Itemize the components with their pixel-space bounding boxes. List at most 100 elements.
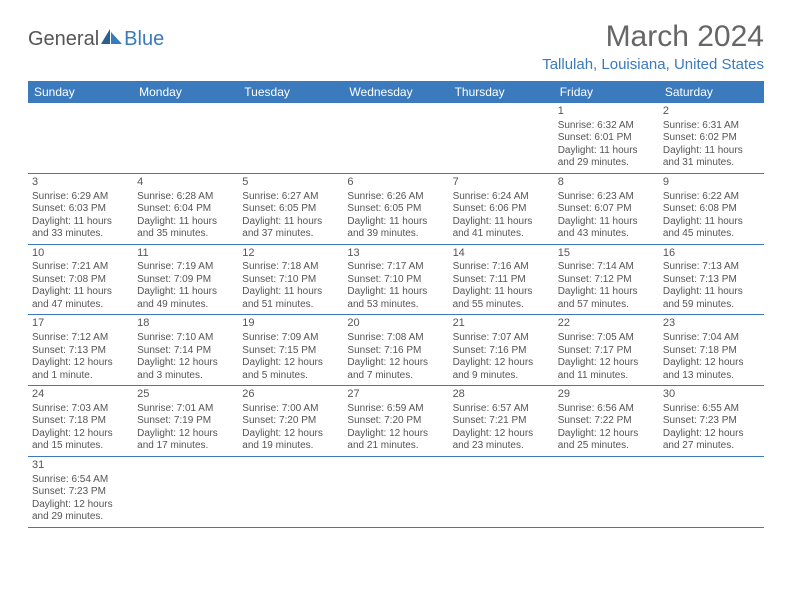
daylight-line-2: and 57 minutes. bbox=[558, 299, 655, 312]
title-block: March 2024 Tallulah, Louisiana, United S… bbox=[542, 20, 764, 73]
sunset-line: Sunset: 7:10 PM bbox=[347, 274, 444, 287]
sunset-line: Sunset: 7:14 PM bbox=[137, 345, 234, 358]
daylight-line-1: Daylight: 12 hours bbox=[242, 428, 339, 441]
day-number: 25 bbox=[137, 388, 234, 402]
calendar-cell: 23Sunrise: 7:04 AMSunset: 7:18 PMDayligh… bbox=[659, 315, 764, 386]
day-number: 9 bbox=[663, 176, 760, 190]
sunrise-line: Sunrise: 7:16 AM bbox=[453, 261, 550, 274]
sunset-line: Sunset: 7:16 PM bbox=[347, 345, 444, 358]
day-header: Saturday bbox=[659, 81, 764, 103]
sunrise-line: Sunrise: 6:55 AM bbox=[663, 403, 760, 416]
sunrise-line: Sunrise: 7:10 AM bbox=[137, 332, 234, 345]
daylight-line-2: and 53 minutes. bbox=[347, 299, 444, 312]
sunset-line: Sunset: 6:08 PM bbox=[663, 203, 760, 216]
calendar-cell: 19Sunrise: 7:09 AMSunset: 7:15 PMDayligh… bbox=[238, 315, 343, 386]
calendar-cell bbox=[238, 103, 343, 173]
day-number: 5 bbox=[242, 176, 339, 190]
day-number: 17 bbox=[32, 317, 129, 331]
daylight-line-1: Daylight: 11 hours bbox=[32, 286, 129, 299]
day-number: 21 bbox=[453, 317, 550, 331]
day-number: 28 bbox=[453, 388, 550, 402]
calendar-cell: 20Sunrise: 7:08 AMSunset: 7:16 PMDayligh… bbox=[343, 315, 448, 386]
daylight-line-2: and 17 minutes. bbox=[137, 440, 234, 453]
daylight-line-2: and 31 minutes. bbox=[663, 157, 760, 170]
day-number: 22 bbox=[558, 317, 655, 331]
sunset-line: Sunset: 7:16 PM bbox=[453, 345, 550, 358]
day-number: 13 bbox=[347, 247, 444, 261]
daylight-line-1: Daylight: 11 hours bbox=[347, 216, 444, 229]
calendar-week: 10Sunrise: 7:21 AMSunset: 7:08 PMDayligh… bbox=[28, 244, 764, 315]
sunrise-line: Sunrise: 6:22 AM bbox=[663, 191, 760, 204]
day-number: 1 bbox=[558, 105, 655, 119]
day-number: 4 bbox=[137, 176, 234, 190]
sunrise-line: Sunrise: 7:18 AM bbox=[242, 261, 339, 274]
calendar-cell bbox=[659, 456, 764, 527]
daylight-line-1: Daylight: 12 hours bbox=[32, 428, 129, 441]
sunrise-line: Sunrise: 7:05 AM bbox=[558, 332, 655, 345]
sunset-line: Sunset: 7:20 PM bbox=[242, 415, 339, 428]
daylight-line-1: Daylight: 11 hours bbox=[453, 216, 550, 229]
daylight-line-2: and 15 minutes. bbox=[32, 440, 129, 453]
daylight-line-1: Daylight: 12 hours bbox=[32, 499, 129, 512]
sunrise-line: Sunrise: 7:03 AM bbox=[32, 403, 129, 416]
calendar-cell: 2Sunrise: 6:31 AMSunset: 6:02 PMDaylight… bbox=[659, 103, 764, 173]
day-header: Monday bbox=[133, 81, 238, 103]
sunset-line: Sunset: 7:22 PM bbox=[558, 415, 655, 428]
sunrise-line: Sunrise: 7:09 AM bbox=[242, 332, 339, 345]
day-number: 31 bbox=[32, 459, 129, 473]
day-number: 14 bbox=[453, 247, 550, 261]
day-header: Sunday bbox=[28, 81, 133, 103]
day-header: Tuesday bbox=[238, 81, 343, 103]
daylight-line-1: Daylight: 12 hours bbox=[242, 357, 339, 370]
day-number: 7 bbox=[453, 176, 550, 190]
calendar-cell: 22Sunrise: 7:05 AMSunset: 7:17 PMDayligh… bbox=[554, 315, 659, 386]
sunrise-line: Sunrise: 7:12 AM bbox=[32, 332, 129, 345]
sunrise-line: Sunrise: 6:29 AM bbox=[32, 191, 129, 204]
day-number: 20 bbox=[347, 317, 444, 331]
sunrise-line: Sunrise: 7:17 AM bbox=[347, 261, 444, 274]
sunrise-line: Sunrise: 6:59 AM bbox=[347, 403, 444, 416]
calendar-cell: 25Sunrise: 7:01 AMSunset: 7:19 PMDayligh… bbox=[133, 386, 238, 457]
sunrise-line: Sunrise: 6:31 AM bbox=[663, 120, 760, 133]
logo: GeneralBlue bbox=[28, 28, 164, 51]
daylight-line-1: Daylight: 11 hours bbox=[453, 286, 550, 299]
day-number: 11 bbox=[137, 247, 234, 261]
sunset-line: Sunset: 7:15 PM bbox=[242, 345, 339, 358]
daylight-line-1: Daylight: 11 hours bbox=[137, 216, 234, 229]
header: GeneralBlue March 2024 Tallulah, Louisia… bbox=[28, 20, 764, 73]
sunset-line: Sunset: 7:19 PM bbox=[137, 415, 234, 428]
sunrise-line: Sunrise: 7:13 AM bbox=[663, 261, 760, 274]
sunrise-line: Sunrise: 7:21 AM bbox=[32, 261, 129, 274]
daylight-line-1: Daylight: 11 hours bbox=[663, 145, 760, 158]
calendar-cell bbox=[28, 103, 133, 173]
calendar-cell bbox=[133, 456, 238, 527]
calendar-week: 24Sunrise: 7:03 AMSunset: 7:18 PMDayligh… bbox=[28, 386, 764, 457]
sunrise-line: Sunrise: 7:00 AM bbox=[242, 403, 339, 416]
day-number: 29 bbox=[558, 388, 655, 402]
daylight-line-2: and 47 minutes. bbox=[32, 299, 129, 312]
calendar-week: 3Sunrise: 6:29 AMSunset: 6:03 PMDaylight… bbox=[28, 173, 764, 244]
sunset-line: Sunset: 7:08 PM bbox=[32, 274, 129, 287]
day-number: 2 bbox=[663, 105, 760, 119]
calendar-week: 17Sunrise: 7:12 AMSunset: 7:13 PMDayligh… bbox=[28, 315, 764, 386]
daylight-line-2: and 59 minutes. bbox=[663, 299, 760, 312]
calendar-cell: 6Sunrise: 6:26 AMSunset: 6:05 PMDaylight… bbox=[343, 173, 448, 244]
daylight-line-1: Daylight: 11 hours bbox=[347, 286, 444, 299]
daylight-line-1: Daylight: 12 hours bbox=[347, 357, 444, 370]
day-number: 16 bbox=[663, 247, 760, 261]
sunset-line: Sunset: 7:10 PM bbox=[242, 274, 339, 287]
sunrise-line: Sunrise: 7:19 AM bbox=[137, 261, 234, 274]
calendar-cell: 17Sunrise: 7:12 AMSunset: 7:13 PMDayligh… bbox=[28, 315, 133, 386]
sunrise-line: Sunrise: 6:32 AM bbox=[558, 120, 655, 133]
calendar-cell bbox=[449, 103, 554, 173]
daylight-line-2: and 37 minutes. bbox=[242, 228, 339, 241]
daylight-line-2: and 29 minutes. bbox=[558, 157, 655, 170]
calendar-cell: 12Sunrise: 7:18 AMSunset: 7:10 PMDayligh… bbox=[238, 244, 343, 315]
daylight-line-1: Daylight: 12 hours bbox=[453, 428, 550, 441]
calendar-cell bbox=[449, 456, 554, 527]
daylight-line-1: Daylight: 12 hours bbox=[663, 428, 760, 441]
daylight-line-1: Daylight: 11 hours bbox=[242, 286, 339, 299]
daylight-line-2: and 29 minutes. bbox=[32, 511, 129, 524]
sunset-line: Sunset: 7:13 PM bbox=[663, 274, 760, 287]
calendar-cell: 13Sunrise: 7:17 AMSunset: 7:10 PMDayligh… bbox=[343, 244, 448, 315]
